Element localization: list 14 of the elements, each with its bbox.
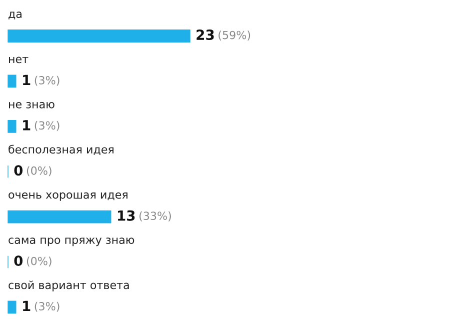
y-tick-label: бесполезная идея <box>8 144 114 155</box>
y-tick-label: нет <box>9 56 28 64</box>
y-tick-label: да <box>8 12 22 20</box>
y-tick-label: не знаю <box>9 102 54 108</box>
data-label: 1 (3%) <box>23 300 60 312</box>
data-label: 13 (33%) <box>118 210 171 222</box>
data-label: 23 (59%) <box>196 30 250 41</box>
y-tick-label: свой вариант ответа <box>8 280 129 292</box>
data-label: 0 (0%) <box>14 256 52 267</box>
y-tick-label: очень хорошая идея <box>8 192 128 201</box>
data-label: 0 (0%) <box>14 165 52 176</box>
data-label: 1 (3%) <box>23 120 60 131</box>
data-label: 1 (3%) <box>23 74 60 86</box>
y-tick-label: сама про пряжу знаю <box>8 238 134 246</box>
